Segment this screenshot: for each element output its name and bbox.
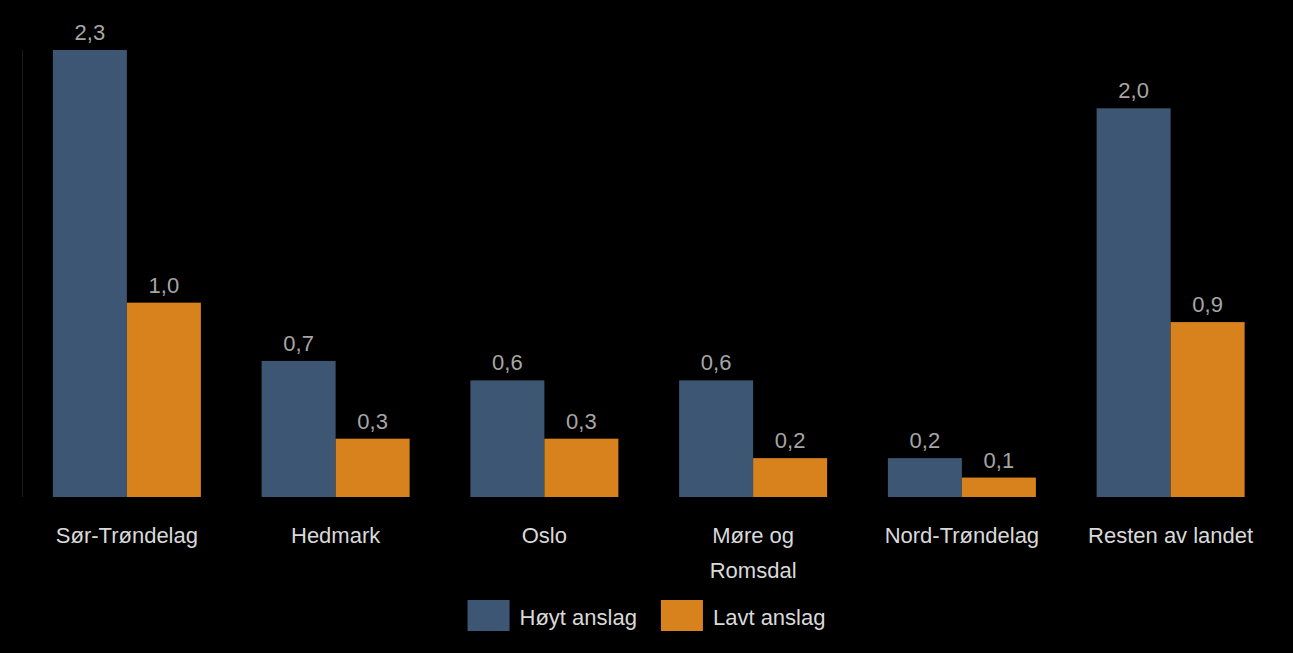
bar [470,380,544,497]
category-label: Hedmark [291,523,381,548]
data-label: 0,7 [283,331,314,356]
data-label: 0,2 [910,428,941,453]
bar [53,50,127,497]
chart: 2,3 0,7 0,6 0,6 0,2 2,0 1,0 0,3 0,3 0,2 0,1 0,9 Sør-… [0,0,1293,653]
bar [127,303,201,497]
legend-item: Høyt anslag [468,600,637,631]
legend: Høyt anslag Lavt anslag [468,600,826,631]
background [0,0,1293,653]
bar [679,380,753,497]
category-label: Sør-Trøndelag [56,523,198,548]
data-label: 0,1 [984,448,1015,473]
bar [336,439,410,497]
category-label: Oslo [522,523,567,548]
legend-label: Høyt anslag [520,605,637,630]
category-label: Nord-Trøndelag [885,523,1039,548]
bar [753,458,827,497]
bar [262,361,336,497]
labels: 2,3 0,7 0,6 0,6 0,2 2,0 1,0 0,3 0,3 0,2 0,1 0,9 Sør-… [56,20,1253,583]
category-label: Resten av landet [1088,523,1253,548]
bar [1171,322,1245,497]
data-label: 0,3 [357,409,388,434]
data-label: 0,6 [701,350,732,375]
data-label: 0,6 [492,350,523,375]
legend-swatch [661,600,703,631]
bar [962,478,1036,497]
legend-swatch [468,600,510,631]
bars [53,50,1245,497]
data-label: 0,2 [775,428,806,453]
data-label: 0,9 [1192,292,1223,317]
y-axis-line [22,50,23,497]
bar [888,458,962,497]
legend-label: Lavt anslag [713,605,826,630]
legend-item: Lavt anslag [661,600,826,631]
category-label: Møre ogRomsdal [710,523,797,583]
bar [1097,108,1171,497]
data-label: 0,3 [566,409,597,434]
data-label: 2,3 [75,20,106,45]
data-label: 1,0 [149,273,180,298]
data-label: 2,0 [1118,78,1149,103]
bar [544,439,618,497]
